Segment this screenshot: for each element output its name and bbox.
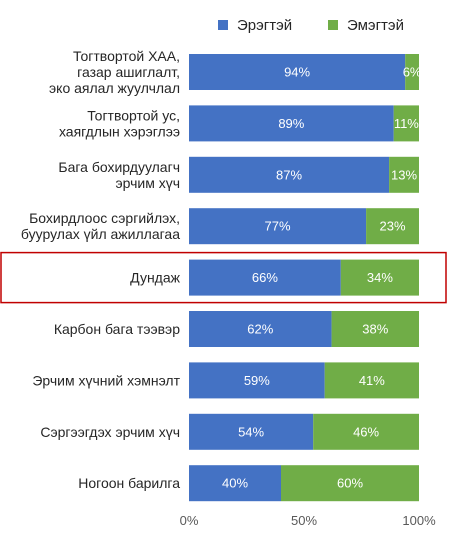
legend: Эрэгтэй Эмэгтэй (218, 17, 404, 34)
legend-label-1: Эмэгтэй (347, 17, 404, 34)
bar-0-8 (189, 465, 281, 502)
bar-1-6 (324, 362, 419, 399)
category-label-8: Ногоон барилга (78, 475, 180, 491)
bar-label-1-7: 46% (353, 424, 379, 439)
bar-1-4 (340, 259, 419, 296)
bar-0-1 (189, 105, 394, 142)
x-tick-label-2: 100% (402, 513, 436, 528)
category-label-7: Сэргээгдэх эрчим хүч (40, 424, 180, 440)
category-label-5: Карбон бага тээвэр (54, 321, 180, 337)
bar-0-6 (189, 362, 325, 399)
bar-label-0-6: 59% (244, 373, 270, 388)
bar-0-3 (189, 208, 367, 245)
bar-label-1-1: 11% (394, 116, 419, 131)
category-label-0: Тогтвортой ХАА, газар ашиглалт, эко аялал … (49, 48, 180, 96)
x-axis: 0% 50% 100% (180, 513, 436, 528)
bar-1-3 (366, 208, 419, 245)
highlight-frame (0, 251, 447, 304)
bar-label-0-7: 54% (238, 424, 264, 439)
category-labels: Тогтвортой ХАА, газар ашиглалт, эко аялал … (21, 48, 181, 491)
bar-label-1-0: 6% (403, 65, 422, 80)
bar-label-1-3: 23% (380, 219, 406, 234)
bar-1-2 (389, 156, 419, 193)
bar-label-1-8: 60% (337, 476, 363, 491)
legend-swatch-1 (328, 20, 338, 30)
bar-0-5 (189, 311, 332, 347)
x-tick-label-1: 50% (291, 513, 317, 528)
category-label-6: Эрчим хүчний хэмнэлт (32, 372, 180, 388)
bar-0-7 (189, 413, 314, 450)
bar-0-0 (189, 54, 406, 90)
bar-0-4 (189, 259, 341, 296)
bar-label-0-0: 94% (284, 65, 310, 80)
bar-label-1-6: 41% (359, 373, 385, 388)
category-label-1: Тогтвортой ус, хаягдлын хэрэглээ (59, 107, 180, 139)
bar-0-2 (189, 156, 390, 193)
bar-label-0-3: 77% (265, 219, 291, 234)
bar-label-1-5: 38% (362, 322, 388, 337)
category-label-4: Дундаж (130, 270, 180, 286)
legend-label-0: Эрэгтэй (237, 17, 292, 34)
category-label-3: Бохирдлоос сэргийлэх, буурулах үйл ажилла… (21, 210, 180, 242)
bar-label-0-4: 66% (252, 270, 278, 285)
bar-label-0-8: 40% (222, 476, 248, 491)
x-tick-label-0: 0% (180, 513, 199, 528)
bars: 94% 6% 89% 11% 87% 13% 77% 23% 66% 34% 62% 38% 59% 41… (189, 54, 422, 502)
highlight-box (0, 251, 447, 304)
bar-1-5 (331, 311, 419, 347)
bar-1-7 (313, 413, 419, 450)
bar-label-0-2: 87% (276, 167, 302, 182)
bar-label-1-2: 13% (391, 167, 417, 182)
bar-label-1-4: 34% (367, 270, 393, 285)
bar-1-1 (393, 105, 419, 142)
category-label-2: Бага бохирдуулагч эрчим хүч (58, 159, 180, 191)
bar-1-0 (405, 54, 419, 90)
bar-label-0-5: 62% (247, 322, 273, 337)
bar-label-0-1: 89% (278, 116, 304, 131)
bar-1-8 (281, 465, 419, 502)
legend-swatch-0 (218, 20, 228, 30)
